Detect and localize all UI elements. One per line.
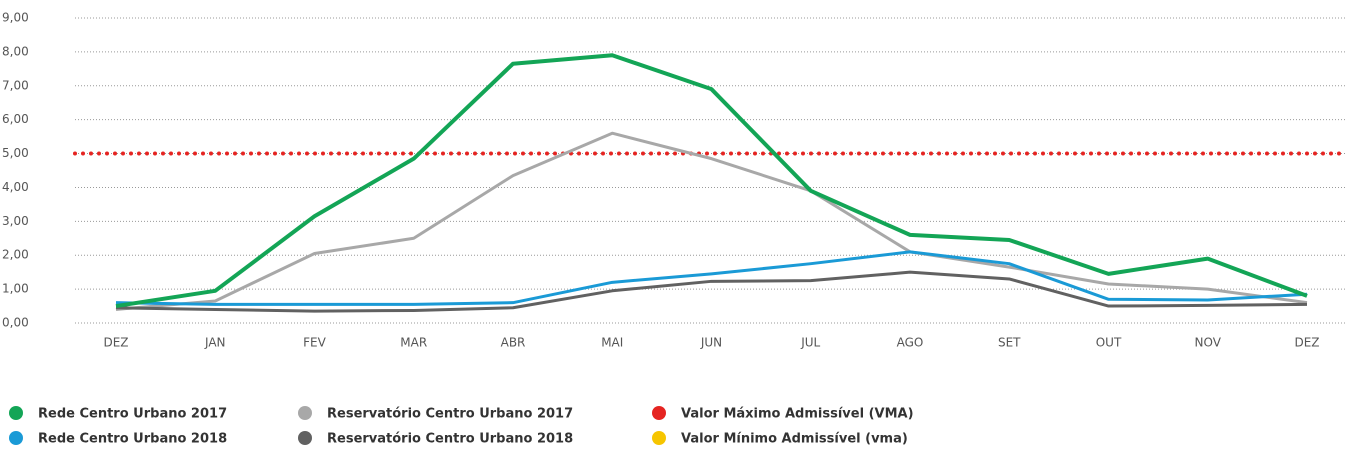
x-tick-label: DEZ (103, 336, 128, 350)
legend-label: Valor Máximo Admissível (VMA) (681, 407, 914, 422)
legend-label: Reservatório Centro Urbano 2018 (327, 432, 573, 447)
x-tick-label: SET (998, 336, 1021, 350)
legend-marker (9, 431, 23, 445)
legend-marker (652, 406, 666, 420)
x-tick-label: OUT (1096, 336, 1122, 350)
legend-label: Reservatório Centro Urbano 2017 (327, 407, 573, 422)
y-tick-label: 1,00 (2, 282, 29, 296)
x-tick-label: ABR (501, 336, 526, 350)
x-tick-label: FEV (303, 336, 326, 350)
x-tick-label: MAR (400, 336, 427, 350)
legend-label: Rede Centro Urbano 2018 (38, 432, 227, 447)
y-tick-label: 5,00 (2, 146, 29, 160)
x-tick-label: NOV (1195, 336, 1222, 350)
x-tick-label: JUL (800, 336, 820, 350)
y-tick-label: 8,00 (2, 44, 29, 58)
x-tick-label: JAN (204, 336, 226, 350)
y-tick-label: 3,00 (2, 214, 29, 228)
y-tick-label: 7,00 (2, 78, 29, 92)
y-tick-label: 9,00 (2, 11, 29, 25)
legend-marker (298, 431, 312, 445)
series-line (115, 250, 1308, 306)
legend-marker (298, 406, 312, 420)
y-tick-label: 6,00 (2, 112, 29, 126)
y-tick-label: 4,00 (2, 180, 29, 194)
y-tick-label: 0,00 (2, 316, 29, 330)
legend-marker (9, 406, 23, 420)
legend-marker (652, 431, 666, 445)
series-line (115, 53, 1308, 309)
legend-label: Rede Centro Urbano 2017 (38, 407, 227, 422)
legend-label: Valor Mínimo Admissível (vma) (681, 432, 908, 447)
y-tick-label: 2,00 (2, 248, 29, 262)
series-line (115, 131, 1308, 311)
x-tick-label: JUN (700, 336, 722, 350)
series-line (115, 270, 1308, 313)
x-tick-label: AGO (897, 336, 924, 350)
x-tick-label: DEZ (1294, 336, 1319, 350)
x-tick-label: MAI (601, 336, 623, 350)
